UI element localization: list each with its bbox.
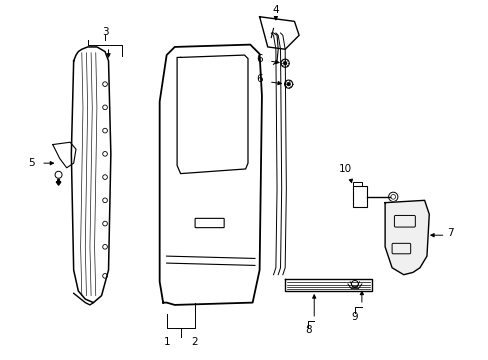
Text: 10: 10 (338, 164, 351, 174)
Text: 3: 3 (102, 27, 108, 37)
Text: 8: 8 (305, 325, 311, 336)
Text: 4: 4 (272, 5, 279, 15)
FancyArrow shape (56, 179, 61, 185)
Text: 1: 1 (163, 337, 170, 347)
Text: 6: 6 (256, 54, 263, 64)
Text: 6: 6 (256, 75, 263, 85)
Bar (352, 186, 366, 207)
Bar (352, 182, 361, 186)
Text: 2: 2 (191, 337, 198, 347)
Text: 9: 9 (351, 311, 358, 321)
Text: 7: 7 (446, 228, 452, 238)
Text: 5: 5 (28, 158, 35, 168)
Polygon shape (385, 200, 428, 275)
Circle shape (283, 62, 286, 65)
Circle shape (286, 82, 290, 86)
